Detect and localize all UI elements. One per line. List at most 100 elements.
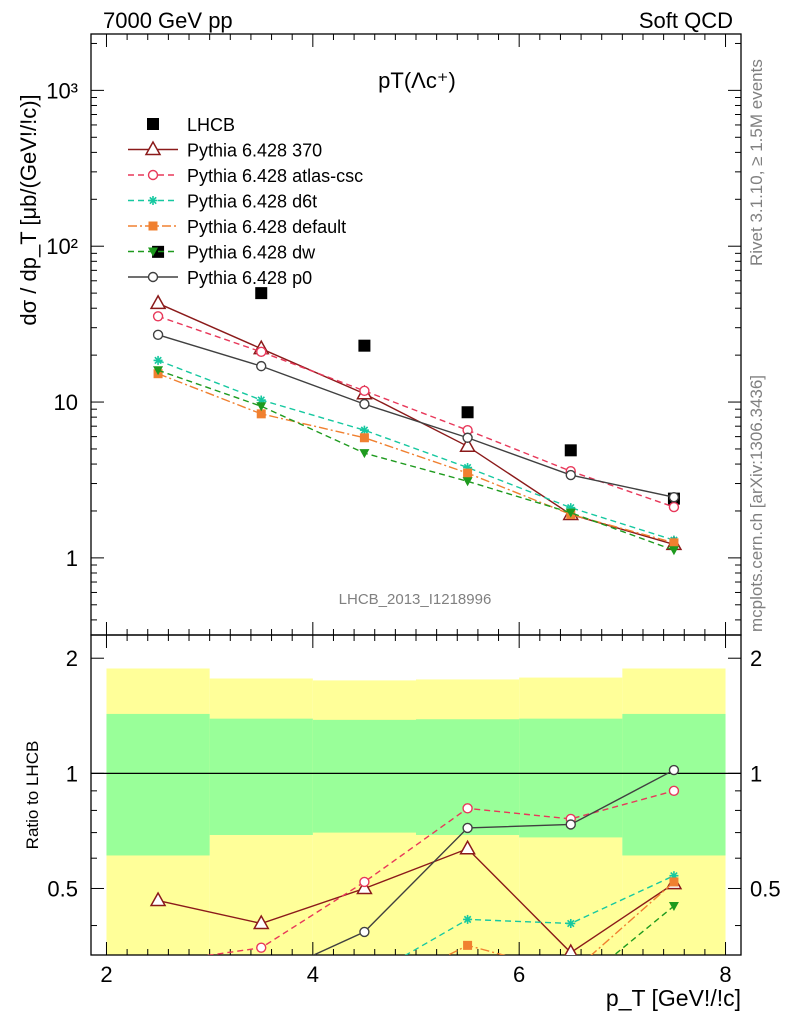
data-point <box>152 311 164 322</box>
legend-label: Pythia 6.428 dw <box>187 243 316 263</box>
series-pythia-6-428-atlas-csc <box>152 311 680 513</box>
data-point <box>359 876 370 888</box>
data-point <box>360 974 369 983</box>
x-tick-label: 8 <box>719 962 731 987</box>
data-point <box>668 764 680 776</box>
bottom-y-tick-label-right: 0.5 <box>750 876 781 901</box>
series-line <box>205 790 675 955</box>
legend-item-pythia-6-428-d6t: Pythia 6.428 d6t <box>128 192 317 212</box>
data-point <box>566 918 576 928</box>
series-line <box>157 373 675 544</box>
tick-labels: 1 10 10² 10³ 0.5 0.5 1 1 2 2 2 4 6 8 <box>46 78 780 987</box>
data-point <box>462 803 473 814</box>
data-point <box>462 432 473 443</box>
data-point <box>256 360 267 372</box>
legend-label: LHCB <box>187 115 235 135</box>
data-point <box>463 914 473 924</box>
data-point <box>152 329 164 341</box>
data-point <box>463 468 473 478</box>
header-left: 7000 GeV pp <box>103 8 233 33</box>
data-point <box>154 958 163 967</box>
bottom-ylabel: Ratio to LHCB <box>23 741 42 850</box>
legend-marker <box>148 221 158 231</box>
band-inner-2 <box>312 719 416 833</box>
bottom-y-tick-label-right: 2 <box>750 646 762 671</box>
series-pythia-6-428-dw <box>566 901 679 996</box>
legend-item-pythia-6-428-370: Pythia 6.428 370 <box>128 140 322 161</box>
analysis-label: LHCB_2013_I1218996 <box>339 591 492 608</box>
legend-item-pythia-6-428-dw: Pythia 6.428 dw <box>128 243 316 263</box>
series-pythia-6-428-p0 <box>152 329 680 503</box>
data-point <box>360 993 369 1002</box>
band-inner-1 <box>209 718 313 835</box>
data-point <box>564 444 577 457</box>
series-pythia-6-428-default <box>153 369 679 548</box>
data-point <box>459 839 476 855</box>
data-point <box>463 940 473 950</box>
data-point <box>359 385 370 397</box>
data-point <box>564 943 578 955</box>
data-point <box>459 437 476 453</box>
legend-label: Pythia 6.428 d6t <box>187 192 317 212</box>
data-point <box>256 346 267 358</box>
data-point <box>565 508 576 518</box>
legend-item-pythia-6-428-p0: Pythia 6.428 p0 <box>128 268 312 288</box>
rivet-label: Rivet 3.1.10, ≥ 1.5M events <box>747 59 766 266</box>
legend-marker <box>147 118 159 130</box>
data-point <box>153 355 163 365</box>
series-pythia-6-428-370 <box>149 294 683 551</box>
data-point <box>257 974 266 983</box>
top-y-tick-label: 10² <box>46 234 78 259</box>
data-point <box>154 974 163 983</box>
legend-label: Pythia 6.428 370 <box>187 141 322 161</box>
legend-item-pythia-6-428-atlas-csc: Pythia 6.428 atlas-csc <box>128 166 363 186</box>
data-point <box>149 294 167 310</box>
bottom-y-tick-label: 0.5 <box>47 876 78 901</box>
data-point <box>359 425 369 435</box>
mcplots-label: mcplots.cern.ch [arXiv:1306.3436] <box>747 375 766 632</box>
bottom-y-tick-label-right: 1 <box>750 761 762 786</box>
series-line <box>157 302 675 546</box>
xlabel: p_T [GeV!/!c] <box>606 985 741 1011</box>
series-line <box>157 847 675 954</box>
legend-marker <box>148 247 158 257</box>
legend-label: Pythia 6.428 p0 <box>187 268 312 288</box>
data-point <box>566 969 575 978</box>
data-point <box>255 287 268 300</box>
data-point <box>256 395 266 405</box>
data-point <box>566 987 576 996</box>
data-point <box>668 785 680 797</box>
series-pythia-6-428-default <box>360 877 679 1002</box>
data-point <box>256 402 267 412</box>
series-pythia-6-428-p0 <box>154 764 680 983</box>
legend-marker <box>147 169 159 181</box>
data-point <box>668 501 680 513</box>
top-y-tick-label: 10³ <box>46 78 78 103</box>
ratio-bands <box>106 668 726 955</box>
data-point <box>359 398 370 410</box>
data-point <box>461 406 474 419</box>
data-point <box>252 914 270 930</box>
data-point <box>462 822 473 834</box>
legend-label: Pythia 6.428 default <box>187 217 346 237</box>
x-tick-label: 6 <box>513 962 525 987</box>
data-point <box>668 901 679 911</box>
series-line <box>157 369 675 551</box>
data-point <box>359 449 370 459</box>
top-y-tick-label: 1 <box>66 546 78 571</box>
series-line <box>312 769 675 955</box>
data-point <box>669 538 679 548</box>
top-series <box>149 245 683 556</box>
band-inner-3 <box>416 719 520 835</box>
legend-item-lhcb: LHCB <box>147 115 235 135</box>
series-line <box>157 334 675 498</box>
header-right: Soft QCD <box>639 8 733 33</box>
legend-marker <box>148 196 158 205</box>
data-point <box>149 891 167 907</box>
series-line <box>404 875 675 955</box>
legend-label: Pythia 6.428 atlas-csc <box>187 166 363 186</box>
data-point <box>359 926 370 938</box>
data-point <box>669 877 679 887</box>
ratio-series <box>149 764 683 1002</box>
legend-item-pythia-6-428-default: Pythia 6.428 default <box>128 217 346 237</box>
